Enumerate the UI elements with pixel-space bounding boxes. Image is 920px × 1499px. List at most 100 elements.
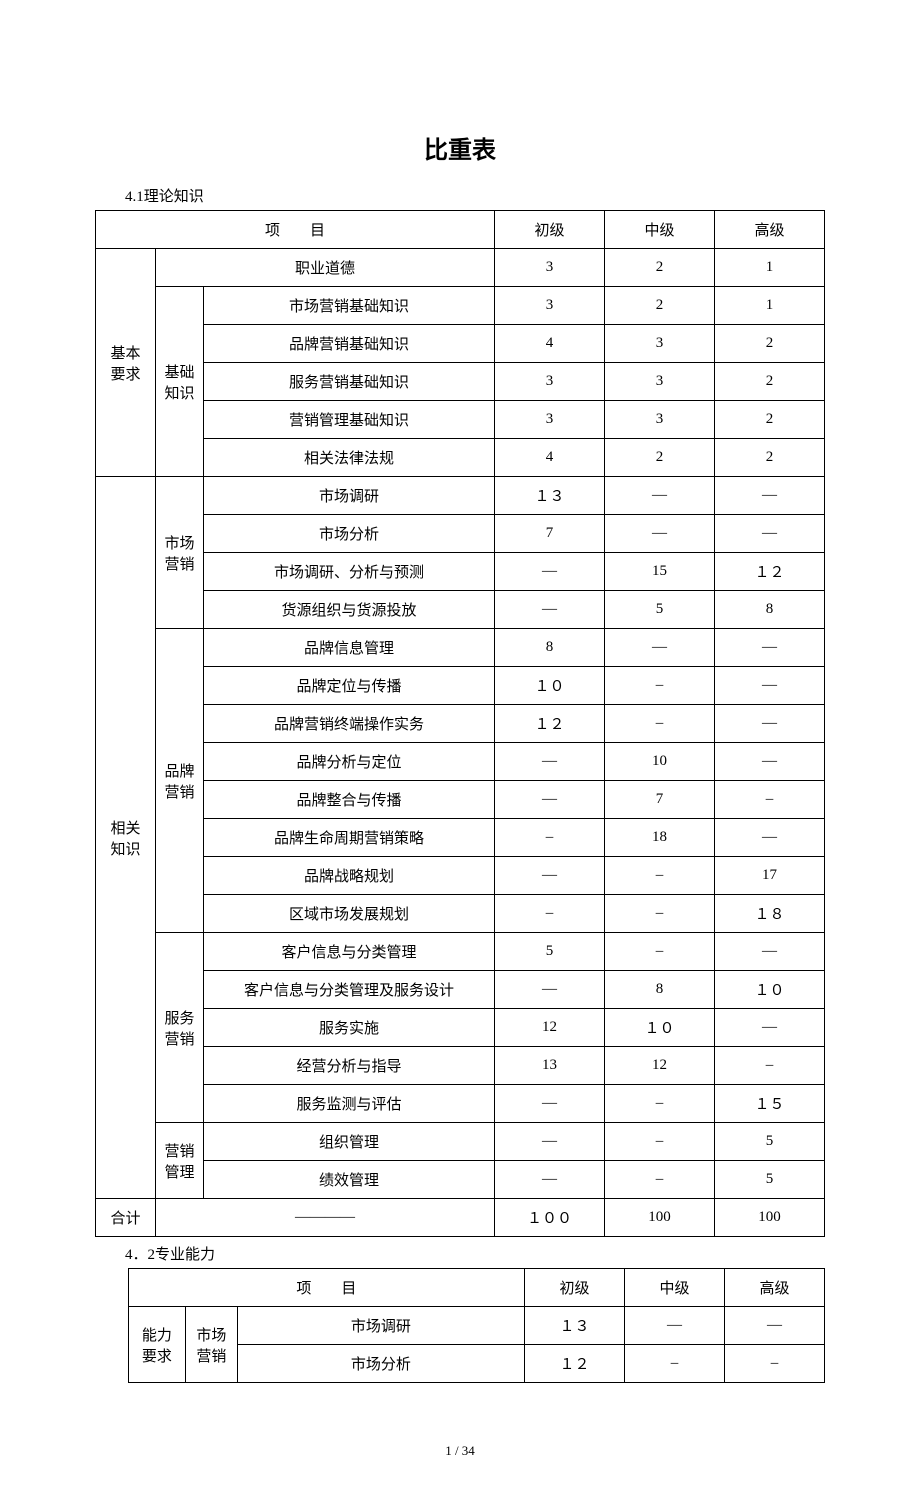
cell: — [495,1161,605,1199]
group-ability-req: 能力 要求 [128,1307,185,1383]
cell: 5 [715,1123,825,1161]
table-2: 项 目 初级 中级 高级 能力 要求 市场 营销 市场调研 １３ — — 市场分… [128,1268,825,1383]
group-related-knowledge: 相关 知识 [96,477,156,1199]
cell: １００ [495,1199,605,1237]
cell: 品牌定位与传播 [204,667,495,705]
cell: 17 [715,857,825,895]
total-label: 合计 [96,1199,156,1237]
table-row: 品牌营销基础知识 4 3 2 [96,325,825,363]
cell: 12 [495,1009,605,1047]
table-row: 区域市场发展规划 – – １８ [96,895,825,933]
cell: – [605,895,715,933]
cell: 市场调研 [204,477,495,515]
cell: 4 [495,325,605,363]
cell: — [715,667,825,705]
cell: 营销管理基础知识 [204,401,495,439]
cell: 区域市场发展规划 [204,895,495,933]
cell: 12 [605,1047,715,1085]
cell: 3 [605,401,715,439]
cell: 8 [495,629,605,667]
cell: — [624,1307,724,1345]
cell: １８ [715,895,825,933]
cell: 品牌信息管理 [204,629,495,667]
table-row: 品牌分析与定位 — 10 — [96,743,825,781]
table-row: 服务监测与评估 — – １５ [96,1085,825,1123]
table-1: 项 目 初级 中级 高级 基本 要求 职业道德 3 2 1 基础 知识 市场营销… [95,210,825,1237]
cell: — [715,743,825,781]
cell: – [605,1161,715,1199]
cell: 组织管理 [204,1123,495,1161]
cell: – [624,1345,724,1383]
cell: 3 [495,401,605,439]
cell: – [605,857,715,895]
cell: 2 [715,363,825,401]
cell: 2 [605,439,715,477]
cell: — [605,515,715,553]
section-2-label: 4．2专业能力 [125,1243,825,1264]
cell: 15 [605,553,715,591]
table-row: 绩效管理 — – 5 [96,1161,825,1199]
cell: 市场分析 [204,515,495,553]
cell: — [495,971,605,1009]
cell: 2 [715,325,825,363]
header-level3: 高级 [724,1269,824,1307]
cell: １０ [495,667,605,705]
cell: 服务营销基础知识 [204,363,495,401]
cell: – [605,1123,715,1161]
cell: – [495,895,605,933]
cell: 市场营销基础知识 [204,287,495,325]
cell: 品牌战略规划 [204,857,495,895]
cell: – [495,819,605,857]
cell: 2 [715,439,825,477]
cell: – [724,1345,824,1383]
cell: １２ [495,705,605,743]
table-row: 服务实施 12 １０ — [96,1009,825,1047]
cell: １０ [605,1009,715,1047]
group-basic-req: 基本 要求 [96,249,156,477]
cell: １５ [715,1085,825,1123]
cell: — [715,819,825,857]
cell: 服务监测与评估 [204,1085,495,1123]
cell: — [715,933,825,971]
cell: 品牌营销基础知识 [204,325,495,363]
cell: — [495,553,605,591]
cell: — [715,477,825,515]
cell: – [605,705,715,743]
cell: 5 [715,1161,825,1199]
cell: 1 [715,249,825,287]
cell: 市场分析 [237,1345,524,1383]
table-row: 能力 要求 市场 营销 市场调研 １３ — — [128,1307,824,1345]
total-dash: ———— [156,1199,495,1237]
sub-ethics: 职业道德 [156,249,495,287]
header-level2: 中级 [605,211,715,249]
sub-market: 市场 营销 [185,1307,237,1383]
cell: 相关法律法规 [204,439,495,477]
cell: 100 [605,1199,715,1237]
table-row: 基本 要求 职业道德 3 2 1 [96,249,825,287]
cell: — [715,1009,825,1047]
section-1-label: 4.1理论知识 [125,185,825,206]
cell: 3 [605,325,715,363]
cell: 18 [605,819,715,857]
table-row: 品牌定位与传播 １０ – — [96,667,825,705]
cell: 7 [495,515,605,553]
cell: – [605,1085,715,1123]
cell: — [495,781,605,819]
table-row: 营销管理基础知识 3 3 2 [96,401,825,439]
cell: — [715,629,825,667]
cell: – [715,781,825,819]
header-level2: 中级 [624,1269,724,1307]
table-row: 货源组织与货源投放 — 5 8 [96,591,825,629]
cell: 品牌整合与传播 [204,781,495,819]
table-row: 相关 知识 市场 营销 市场调研 １３ — — [96,477,825,515]
cell: 1 [715,287,825,325]
table-row: 经营分析与指导 13 12 – [96,1047,825,1085]
cell: 3 [495,287,605,325]
cell: – [715,1047,825,1085]
table-row: 品牌生命周期营销策略 – 18 — [96,819,825,857]
cell: — [605,629,715,667]
table-row: 基础 知识 市场营销基础知识 3 2 1 [96,287,825,325]
table-row: 服务营销基础知识 3 3 2 [96,363,825,401]
cell: １０ [715,971,825,1009]
cell: 服务实施 [204,1009,495,1047]
